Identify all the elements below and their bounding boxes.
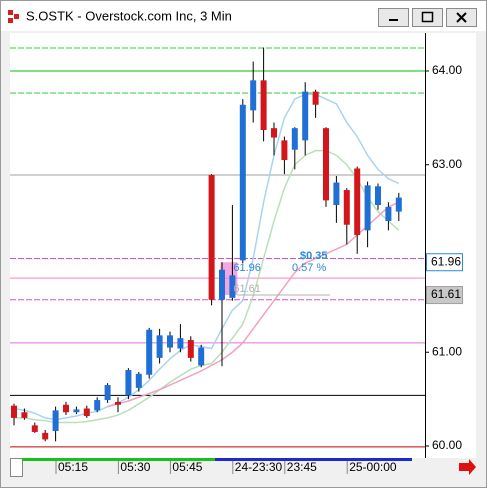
- x-tick-label: 23:45: [287, 460, 317, 474]
- measure-change: $0.35: [300, 250, 328, 262]
- candle-body: [354, 168, 361, 236]
- candle-body: [31, 425, 38, 432]
- moving-average: [107, 201, 400, 408]
- candle-body: [177, 338, 184, 349]
- candle-body: [52, 410, 59, 431]
- scroll-arrow[interactable]: [459, 459, 476, 475]
- x-tick-label: 25-00:00: [349, 460, 397, 474]
- price-tag-label: 61.96: [431, 254, 461, 268]
- x-tick-label: 24-23:30: [235, 460, 283, 474]
- y-tick-label: 61.00: [432, 344, 462, 358]
- candle-body: [11, 405, 17, 418]
- candle-body: [291, 128, 298, 150]
- candle-body: [42, 432, 49, 440]
- candle-body: [343, 190, 350, 225]
- candle-body: [250, 80, 257, 111]
- candle-body: [364, 185, 371, 231]
- candle-body: [208, 175, 215, 300]
- candle-body: [63, 404, 69, 413]
- candle-body: [271, 128, 277, 138]
- moving-average: [13, 93, 400, 421]
- candle-body: [302, 91, 309, 141]
- x-tick-label: 05:45: [172, 460, 202, 474]
- window-title: S.OSTK - Overstock.com Inc, 3 Min: [26, 8, 232, 23]
- x-tick-label: 05:30: [120, 460, 150, 474]
- candle-body: [219, 269, 225, 300]
- candle-body: [135, 373, 142, 388]
- candle-body: [21, 412, 28, 418]
- candle-body: [167, 335, 173, 348]
- candle-body: [146, 329, 153, 375]
- y-tick-label: 64.00: [432, 63, 462, 77]
- candle-body: [115, 401, 121, 405]
- session-bar: [22, 458, 215, 461]
- candle-body: [229, 275, 236, 298]
- candle-body: [239, 104, 246, 261]
- candle-body: [104, 385, 111, 401]
- candle-body: [323, 128, 329, 201]
- candle-body: [333, 182, 340, 206]
- candle-body: [281, 140, 288, 161]
- price-tag: [426, 286, 463, 305]
- minimize-button[interactable]: [378, 8, 409, 27]
- measure-percent: 0.57 %: [292, 262, 326, 274]
- price-tag: [426, 253, 463, 272]
- app-icon: [8, 10, 19, 23]
- y-tick-label: 63.00: [432, 157, 462, 171]
- candle-body: [260, 80, 267, 131]
- candle-body: [375, 186, 381, 206]
- x-tick-label: 05:15: [58, 460, 88, 474]
- measure-high-label: 61.96: [233, 262, 261, 274]
- candle-body: [73, 409, 80, 413]
- measure-low-label: 61.61: [233, 283, 261, 295]
- session-bar: [215, 458, 412, 461]
- candle-body: [385, 206, 392, 221]
- close-button[interactable]: [446, 8, 477, 27]
- y-tick-label: 60.00: [432, 438, 462, 452]
- candle-body: [395, 197, 402, 212]
- candle-body: [125, 370, 132, 396]
- price-tag-label: 61.61: [431, 287, 461, 301]
- moving-average: [14, 149, 400, 424]
- corner-box: [10, 458, 23, 477]
- restore-button[interactable]: [412, 8, 443, 27]
- candle-body: [187, 340, 194, 358]
- candle-body: [156, 335, 163, 358]
- candle-body: [83, 408, 90, 416]
- candle-body: [94, 400, 101, 411]
- candle-body: [198, 347, 205, 366]
- candle-body: [312, 91, 319, 105]
